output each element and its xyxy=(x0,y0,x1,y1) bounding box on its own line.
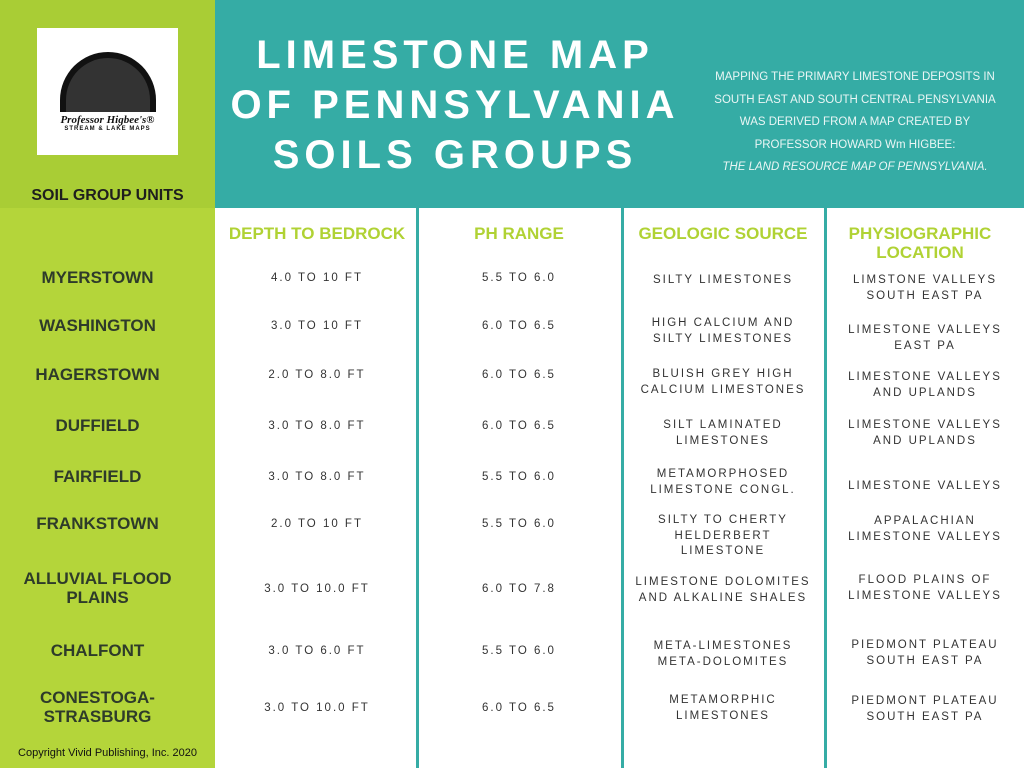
ph-value: 6.0 TO 6.5 xyxy=(482,369,556,381)
ph-value: 6.0 TO 6.5 xyxy=(482,702,556,714)
page-title: LIMESTONE MAP OF PENNSYLVANIA SOILS GROU… xyxy=(215,30,695,180)
location-value: LIMESTONE VALLEYS AND UPLANDS xyxy=(848,371,1002,399)
ph-value: 6.0 TO 6.5 xyxy=(482,320,556,332)
sidebar-title: SOIL GROUP UNITS xyxy=(31,187,184,204)
depth-value: 2.0 TO 8.0 FT xyxy=(268,369,366,381)
title-line: LIMESTONE MAP xyxy=(256,33,654,77)
description: MAPPING THE PRIMARY LIMESTONE DEPOSITS I… xyxy=(700,66,1010,179)
column-header-ph: PH RANGE xyxy=(474,224,564,243)
depth-value: 2.0 TO 10 FT xyxy=(271,518,363,530)
location-value: PIEDMONT PLATEAU SOUTH EAST PA xyxy=(851,639,999,667)
source-value: HIGH CALCIUM AND SILTY LIMESTONES xyxy=(651,317,795,345)
column-divider xyxy=(824,208,827,768)
depth-value: 3.0 TO 8.0 FT xyxy=(268,420,366,432)
logo-subtext: STREAM & LAKE MAPS xyxy=(64,125,151,132)
row-name: DUFFIELD xyxy=(55,416,140,435)
ph-value: 6.0 TO 7.8 xyxy=(482,583,556,595)
logo: Professor Higbee's® STREAM & LAKE MAPS xyxy=(37,28,178,155)
row-name: FRANKSTOWN xyxy=(36,514,159,533)
header: LIMESTONE MAP OF PENNSYLVANIA SOILS GROU… xyxy=(215,0,1024,208)
description-line: PROFESSOR HOWARD Wm HIGBEE: xyxy=(754,138,956,151)
source-value: SILTY TO CHERTY HELDERBERT LIMESTONE xyxy=(658,514,788,557)
ph-value: 5.5 TO 6.0 xyxy=(482,645,556,657)
depth-value: 3.0 TO 10.0 FT xyxy=(264,583,370,595)
column-header-source: GEOLOGIC SOURCE xyxy=(638,224,808,243)
copyright: Copyright Vivid Publishing, Inc. 2020 xyxy=(18,747,197,759)
location-value: PIEDMONT PLATEAU SOUTH EAST PA xyxy=(851,695,999,723)
depth-value: 4.0 TO 10 FT xyxy=(271,272,363,284)
title-line: OF PENNSYLVANIA xyxy=(230,83,680,127)
source-value: LIMESTONE DOLOMITES AND ALKALINE SHALES xyxy=(635,576,811,604)
row-name: HAGERSTOWN xyxy=(35,365,160,384)
column-divider xyxy=(621,208,624,768)
source-value: META-LIMESTONES META-DOLOMITES xyxy=(653,640,793,668)
title-line: SOILS GROUPS xyxy=(272,133,638,177)
column-divider xyxy=(416,208,419,768)
location-value: FLOOD PLAINS OF LIMESTONE VALLEYS xyxy=(848,574,1002,602)
location-value: LIMSTONE VALLEYS SOUTH EAST PA xyxy=(852,274,998,302)
description-line: MAPPING THE PRIMARY LIMESTONE DEPOSITS I… xyxy=(715,71,995,83)
location-value: LIMESTONE VALLEYS AND UPLANDS xyxy=(848,419,1002,447)
row-name: FAIRFIELD xyxy=(53,467,142,486)
source-value: SILT LAMINATED LIMESTONES xyxy=(663,419,783,447)
location-value: LIMESTONE VALLEYS xyxy=(848,480,1002,492)
column-header-depth: DEPTH TO BEDROCK xyxy=(228,224,406,243)
row-name: CONESTOGA-STRASBURG xyxy=(40,688,155,726)
column-header-location: PHYSIOGRAPHIC LOCATION xyxy=(848,224,992,262)
depth-value: 3.0 TO 6.0 FT xyxy=(268,645,366,657)
location-value: APPALACHIAN LIMESTONE VALLEYS xyxy=(848,515,1002,543)
ph-value: 6.0 TO 6.5 xyxy=(482,420,556,432)
row-name: CHALFONT xyxy=(50,641,145,660)
logo-text: Professor Higbee's® xyxy=(60,113,155,126)
source-value: METAMORPHOSED LIMESTONE CONGL. xyxy=(650,468,796,496)
location-value: LIMESTONE VALLEYS EAST PA xyxy=(848,324,1002,352)
description-line: WAS DERIVED FROM A MAP CREATED BY xyxy=(739,116,971,128)
depth-value: 3.0 TO 10.0 FT xyxy=(264,702,370,714)
description-line: THE LAND RESOURCE MAP OF PENNSYLVANIA. xyxy=(722,161,988,173)
logo-figure-icon xyxy=(59,51,156,112)
source-value: METAMORPHIC LIMESTONES xyxy=(669,694,777,722)
ph-value: 5.5 TO 6.0 xyxy=(482,471,556,483)
depth-value: 3.0 TO 10 FT xyxy=(271,320,363,332)
ph-value: 5.5 TO 6.0 xyxy=(482,518,556,530)
ph-value: 5.5 TO 6.0 xyxy=(482,272,556,284)
row-name: WASHINGTON xyxy=(39,316,156,335)
description-line: SOUTH EAST AND SOUTH CENTRAL PENSYLVANIA xyxy=(714,93,996,106)
row-name: ALLUVIAL FLOOD PLAINS xyxy=(23,569,172,607)
row-name: MYERSTOWN xyxy=(41,268,154,287)
source-value: BLUISH GREY HIGH CALCIUM LIMESTONES xyxy=(640,368,806,396)
source-value: SILTY LIMESTONES xyxy=(652,274,793,286)
depth-value: 3.0 TO 8.0 FT xyxy=(268,471,366,483)
